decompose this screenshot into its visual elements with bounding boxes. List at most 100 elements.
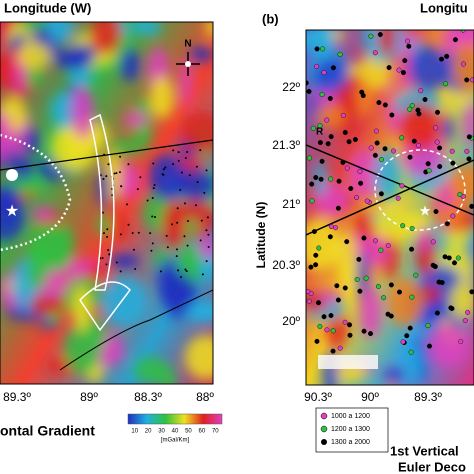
anomaly (26, 242, 49, 290)
anomaly (134, 356, 168, 384)
euler-solution (415, 142, 421, 148)
point (179, 275, 182, 278)
euler-solution (375, 283, 381, 289)
euler-solution (466, 156, 472, 162)
euler-solution (324, 117, 330, 123)
point (196, 181, 199, 184)
euler-solution (433, 209, 439, 215)
point (101, 211, 104, 214)
point (179, 188, 182, 191)
compass-label: N (184, 39, 191, 50)
point (119, 270, 122, 273)
anomaly (182, 218, 198, 238)
euler-solution (426, 343, 432, 349)
point (188, 174, 191, 177)
euler-solution (389, 112, 395, 118)
euler-solution (457, 192, 463, 198)
anomaly (381, 228, 399, 281)
euler-solution (409, 226, 415, 232)
point (185, 270, 188, 273)
point (177, 159, 180, 162)
euler-solution (382, 146, 388, 152)
y-label: 22º (282, 80, 300, 94)
point (139, 176, 142, 179)
euler-solution (313, 175, 319, 181)
profile-label: R (316, 127, 324, 138)
panel-a-caption: ontal Gradient (0, 423, 95, 439)
panel-a-title: Longitude (W) (4, 0, 91, 15)
point (186, 244, 189, 247)
anomaly (72, 284, 91, 332)
euler-solution (408, 349, 414, 355)
euler-solution (328, 224, 334, 230)
anomaly (386, 277, 424, 327)
legend-entry: 1300 a 2000 (331, 439, 370, 446)
euler-solution (358, 180, 364, 186)
euler-solution (406, 43, 412, 49)
euler-solution (413, 272, 419, 278)
euler-solution (409, 294, 415, 300)
colorbar (127, 413, 223, 425)
euler-solution (385, 243, 391, 249)
euler-solution (434, 139, 440, 145)
point (205, 169, 208, 172)
euler-solution (344, 239, 350, 245)
x-label: 89.3º (414, 390, 442, 404)
euler-solution (437, 163, 443, 169)
euler-solution (333, 225, 339, 231)
anomaly (408, 45, 449, 92)
point (146, 199, 149, 202)
euler-solution (327, 95, 333, 101)
euler-solution (442, 254, 448, 260)
euler-solution (310, 125, 316, 131)
euler-solution (411, 138, 417, 144)
point (159, 270, 162, 273)
euler-solution (321, 314, 327, 320)
anomaly (17, 22, 53, 31)
euler-solution (395, 195, 401, 201)
euler-solution (335, 297, 341, 303)
svg-text:★: ★ (419, 203, 432, 219)
euler-solution (434, 109, 440, 115)
euler-solution (319, 91, 325, 97)
euler-solution (372, 238, 378, 244)
anomaly (314, 30, 333, 59)
anomaly (133, 22, 146, 35)
anomaly (352, 82, 377, 117)
anomaly (0, 183, 21, 220)
euler-solution (317, 123, 323, 129)
point (136, 188, 139, 191)
euler-solution (316, 300, 322, 306)
point (151, 242, 154, 245)
anomaly (159, 364, 176, 384)
euler-solution (313, 252, 319, 258)
panel-b-caption: 1st Vertical (390, 443, 459, 458)
euler-solution (466, 134, 472, 140)
euler-solution (337, 51, 343, 57)
point (207, 246, 210, 249)
euler-solution (430, 239, 436, 245)
euler-solution (337, 345, 343, 351)
point (105, 263, 108, 266)
colorbar-tick: 40 (172, 429, 179, 435)
point (175, 248, 178, 251)
point (199, 239, 202, 242)
x-label: 88º (196, 390, 214, 404)
point (153, 215, 156, 218)
y-label: 21º (282, 197, 300, 211)
euler-solution (450, 160, 456, 166)
point (180, 171, 183, 174)
anomaly (149, 76, 175, 120)
point (166, 246, 169, 249)
anomaly (399, 103, 441, 151)
euler-solution (314, 338, 320, 344)
map-a: ★ (0, 22, 213, 384)
anomaly (159, 273, 197, 312)
euler-solution (405, 38, 411, 44)
euler-solution (455, 255, 461, 261)
euler-solution (311, 229, 317, 235)
euler-solution (399, 183, 405, 189)
x-label: 90º (361, 390, 379, 404)
point (164, 166, 167, 169)
point (201, 273, 204, 276)
